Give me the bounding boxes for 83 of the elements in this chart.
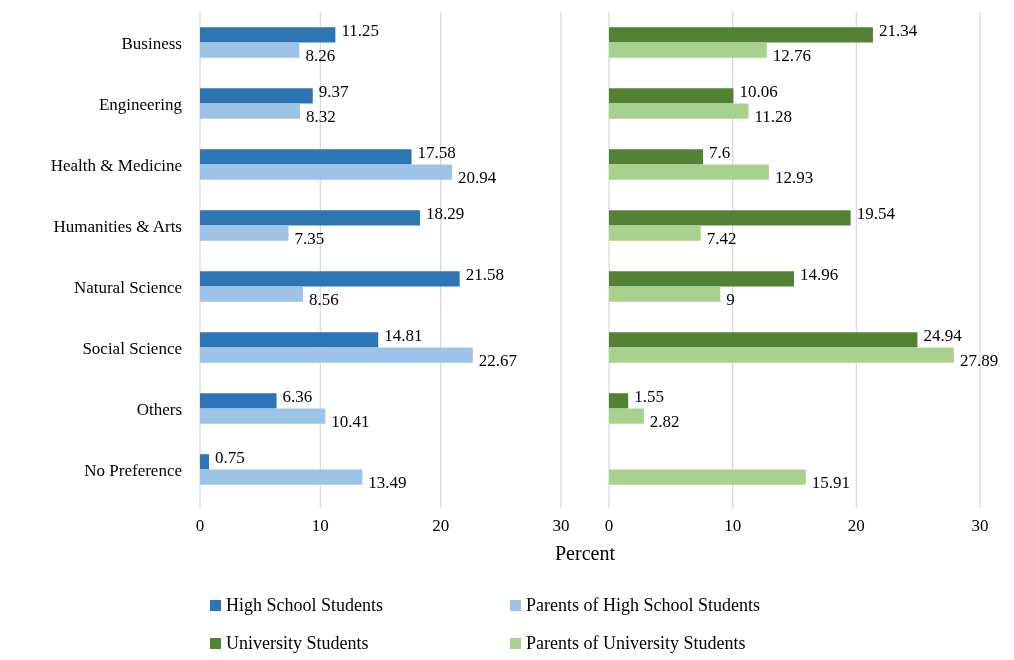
bar [609, 271, 795, 287]
data-label: 8.26 [305, 46, 336, 66]
y-tick-label: Health & Medicine [50, 155, 182, 175]
x-tick-label: 30 [552, 516, 570, 535]
data-label: 9 [726, 290, 735, 310]
bar [200, 347, 473, 363]
data-label: 1.55 [634, 386, 664, 406]
data-label: 6.36 [282, 386, 313, 406]
x-axis-title: Percent [555, 542, 616, 564]
bar [609, 103, 749, 119]
bar [609, 210, 851, 226]
data-label: 11.25 [341, 20, 379, 40]
data-label: 13.49 [368, 473, 407, 493]
bar [200, 454, 210, 470]
data-label: 11.28 [754, 107, 793, 127]
data-label: 7.42 [706, 229, 737, 249]
bar [200, 88, 313, 104]
data-label: 27.89 [959, 351, 999, 371]
bar [200, 27, 336, 43]
x-tick-label: 0 [604, 516, 614, 535]
data-label: 8.32 [306, 107, 336, 127]
bar [200, 469, 363, 485]
data-label: 18.29 [426, 203, 465, 223]
y-tick-label: Humanities & Arts [53, 216, 182, 236]
data-label: 22.67 [478, 351, 518, 371]
bar [609, 225, 701, 241]
bar [609, 393, 629, 409]
x-tick-label: 20 [432, 516, 450, 535]
bar [609, 42, 767, 58]
y-tick-label: Business [121, 33, 182, 53]
y-tick-label: Engineering [98, 94, 183, 114]
legend-label: University Students [226, 633, 369, 653]
bar [609, 164, 769, 180]
data-label: 21.58 [465, 264, 504, 284]
bar [200, 149, 412, 165]
bar [200, 42, 300, 58]
y-tick-label: Social Science [82, 338, 182, 358]
data-label: 10.06 [739, 81, 778, 101]
bar [200, 271, 460, 287]
data-label: 2.82 [649, 412, 680, 432]
legend-label: Parents of University Students [526, 633, 746, 653]
legend-label: High School Students [226, 595, 384, 615]
bar [609, 286, 721, 302]
bar [609, 408, 644, 424]
bar [609, 347, 954, 363]
x-tick-label: 10 [311, 516, 329, 535]
bar [609, 469, 806, 485]
bar [200, 210, 421, 226]
bar [200, 103, 301, 119]
data-label: 12.93 [774, 168, 814, 188]
bar [609, 88, 734, 104]
data-label: 20.94 [457, 168, 497, 188]
data-label: 24.94 [923, 325, 963, 345]
data-label: 17.58 [417, 142, 456, 162]
x-tick-label: 0 [195, 516, 205, 535]
bar [200, 393, 277, 409]
x-tick-label: 20 [847, 516, 865, 535]
data-label: 0.75 [215, 447, 245, 467]
y-tick-label: Natural Science [73, 277, 182, 297]
bar [609, 27, 873, 43]
bar [200, 225, 289, 241]
data-label: 19.54 [856, 203, 896, 223]
data-label: 12.76 [772, 46, 812, 66]
data-label: 14.81 [384, 325, 423, 345]
data-label: 7.6 [708, 142, 731, 162]
bar [200, 408, 326, 424]
data-label: 9.37 [318, 81, 349, 101]
data-label: 15.91 [811, 473, 850, 493]
data-label: 14.96 [800, 264, 839, 284]
data-label: 8.56 [309, 290, 339, 310]
bar [609, 149, 703, 165]
bar [609, 332, 918, 348]
legend-label: Parents of High School Students [526, 595, 760, 615]
y-tick-label: No Preference [84, 460, 182, 480]
y-tick-label: Others [136, 399, 182, 419]
data-label: 10.41 [331, 412, 370, 432]
data-label: 7.35 [294, 229, 325, 249]
bar [200, 332, 379, 348]
x-tick-label: 30 [971, 516, 989, 535]
bar [200, 286, 304, 302]
bar [200, 164, 452, 180]
x-tick-label: 10 [724, 516, 742, 535]
data-label: 21.34 [878, 20, 918, 40]
